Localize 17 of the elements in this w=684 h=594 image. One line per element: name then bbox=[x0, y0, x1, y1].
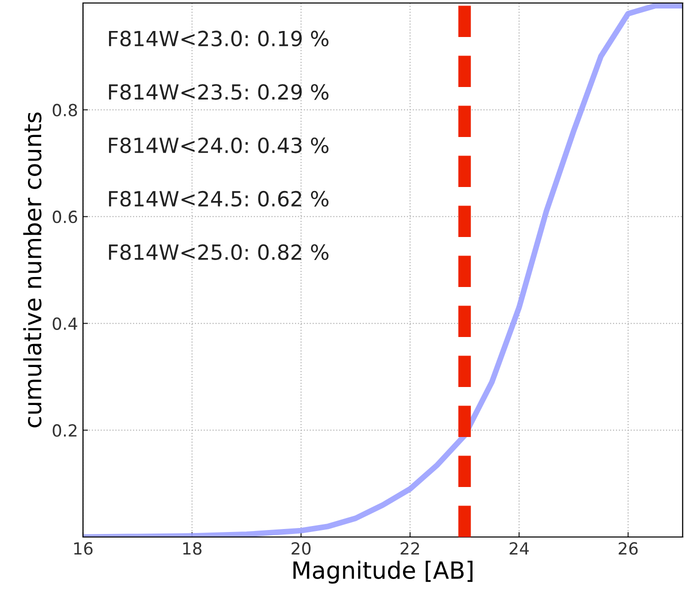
x-tick-label: 22 bbox=[400, 542, 420, 555]
annotation: F814W<24.0: 0.43 % bbox=[109, 137, 328, 154]
annotation: F814W<24.5: 0.62 % bbox=[109, 190, 328, 207]
x-axis-title: Magnitude [AB] bbox=[293, 560, 472, 584]
y-tick-label: 0.8 bbox=[52, 104, 77, 116]
annotation: F814W<25.0: 0.82 % bbox=[109, 244, 328, 260]
annotation: F814W<23.5: 0.29 % bbox=[109, 84, 328, 100]
annotation: F814W<23.0: 0.19 % bbox=[109, 30, 328, 46]
x-tick-label: 26 bbox=[618, 542, 638, 555]
y-tick-label: 0.2 bbox=[52, 424, 76, 437]
x-tick-label: 18 bbox=[183, 542, 202, 555]
x-tick-label: 20 bbox=[292, 542, 311, 555]
x-tick-label: 24 bbox=[510, 542, 529, 555]
x-tick-label: 16 bbox=[74, 542, 93, 555]
y-tick-label: 0.4 bbox=[52, 317, 78, 330]
y-axis-title: cumulative number counts bbox=[23, 112, 42, 428]
y-tick-label: 0.6 bbox=[52, 210, 78, 224]
